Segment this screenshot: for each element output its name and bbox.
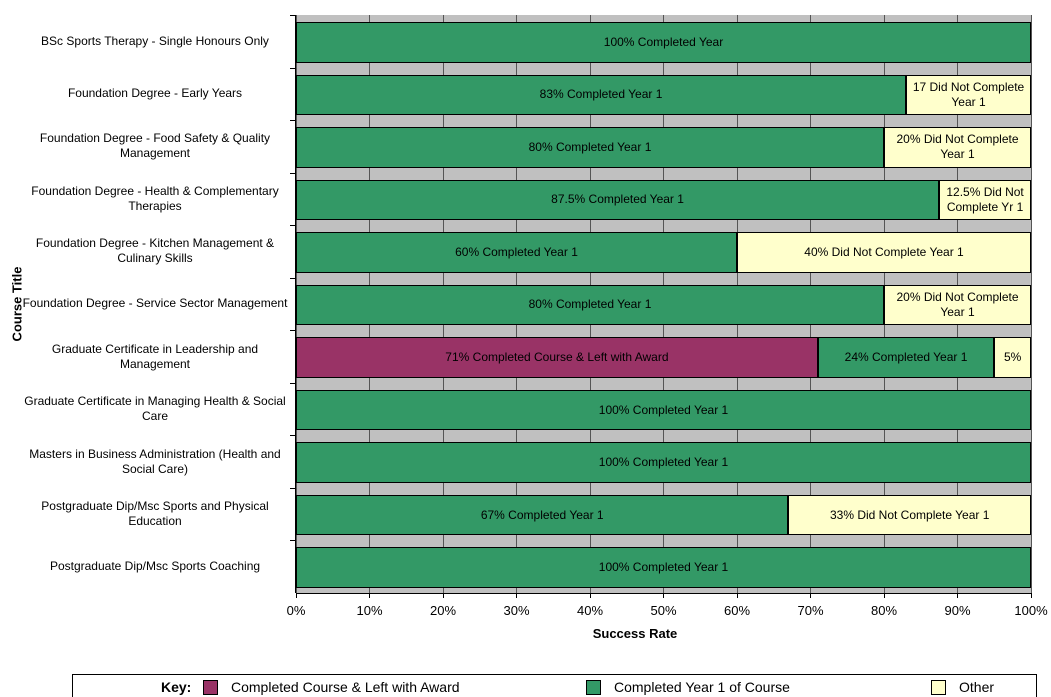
bar-segment: 87.5% Completed Year 1 <box>296 179 940 221</box>
x-tick-mark <box>516 593 517 598</box>
x-tick-label: 20% <box>429 603 457 618</box>
data-label: 20% Did Not Complete Year 1 <box>896 132 1019 162</box>
bar-segment: 100% Completed Year 1 <box>296 547 1031 588</box>
legend-swatch <box>931 680 946 695</box>
bar-segment: 67% Completed Year 1 <box>296 494 789 536</box>
data-label: 12.5% Did Not Complete Yr 1 <box>946 184 1024 214</box>
y-tick-label: Graduate Certificate in Managing Health … <box>24 394 286 424</box>
legend-swatch <box>586 680 601 695</box>
x-axis-title: Success Rate <box>592 626 678 641</box>
bar-segment: 83% Completed Year 1 <box>296 74 907 116</box>
y-tick-mark <box>290 225 296 227</box>
y-tick-mark <box>290 435 296 437</box>
y-tick-mark <box>290 15 296 16</box>
data-label: 33% Did Not Complete Year 1 <box>829 507 990 522</box>
legend-label: Completed Year 1 of Course <box>614 679 790 695</box>
bar-segment: 100% Completed Year <box>296 22 1031 63</box>
y-tick-label: Foundation Degree - Health & Complementa… <box>31 183 279 213</box>
bar-segment: 40% Did Not Complete Year 1 <box>737 232 1031 273</box>
data-label: 40% Did Not Complete Year 1 <box>804 244 964 259</box>
x-tick-label: 50% <box>650 603 677 618</box>
y-tick-label: Postgraduate Dip/Msc Sports Coaching <box>49 559 261 574</box>
data-label: 100% Completed Year 1 <box>598 560 729 575</box>
data-label: 80% Completed Year 1 <box>528 139 652 154</box>
x-tick-label: 100% <box>1014 603 1048 618</box>
bar-segment: 20% Did Not Complete Year 1 <box>884 284 1031 326</box>
y-tick-label: Foundation Degree - Service Sector Manag… <box>22 296 288 311</box>
y-tick-mark <box>290 540 296 542</box>
legend: Key: Completed Course & Left with Award C… <box>72 674 1037 697</box>
bar-segment: 100% Completed Year 1 <box>296 389 1031 431</box>
x-tick-mark <box>589 593 591 598</box>
x-tick-label: 70% <box>797 603 824 618</box>
bar-segment: 100% Completed Year 1 <box>296 442 1031 483</box>
data-label: 60% Completed Year 1 <box>455 244 578 259</box>
x-tick-mark <box>663 593 664 598</box>
grid-line <box>1030 15 1032 593</box>
y-tick-label: Foundation Degree - Food Safety & Qualit… <box>39 131 271 161</box>
data-label: 100% Completed Year 1 <box>598 402 729 417</box>
legend-title: Key: <box>161 679 192 695</box>
x-tick-label: 40% <box>576 603 604 618</box>
data-label: 100% Completed Year 1 <box>598 455 729 470</box>
x-tick-mark <box>957 593 958 598</box>
bar-segment: 17 Did Not Complete Year 1 <box>906 74 1031 116</box>
y-tick-mark <box>290 382 296 384</box>
bar-segment: 60% Completed Year 1 <box>296 232 737 273</box>
x-tick-label: 90% <box>944 603 971 618</box>
legend-label: Completed Course & Left with Award <box>231 679 460 695</box>
bar-segment: 24% Completed Year 1 <box>817 337 995 378</box>
y-tick-label: Postgraduate Dip/Msc Sports and Physical… <box>41 499 269 529</box>
x-tick-mark <box>736 593 738 598</box>
bar-segment: 5% <box>994 337 1031 378</box>
legend-label: Other <box>959 679 995 695</box>
y-tick-mark <box>290 172 296 174</box>
data-label: 83% Completed Year 1 <box>539 87 663 102</box>
x-tick-label: 30% <box>503 603 530 618</box>
data-label: 67% Completed Year 1 <box>480 507 604 522</box>
bar-segment: 33% Did Not Complete Year 1 <box>788 494 1031 536</box>
x-tick-mark <box>810 593 811 598</box>
data-label: 5% <box>1003 350 1022 365</box>
bar-segment: 80% Completed Year 1 <box>296 284 884 326</box>
data-label: 17 Did Not Complete Year 1 <box>912 79 1025 109</box>
x-tick-mark <box>883 593 885 598</box>
bar-segment: 20% Did Not Complete Year 1 <box>884 127 1031 168</box>
x-tick-label: 10% <box>356 603 383 618</box>
y-tick-mark <box>290 120 296 122</box>
y-tick-mark <box>290 67 296 69</box>
y-axis-line <box>295 15 296 593</box>
y-tick-label: BSc Sports Therapy - Single Honours Only <box>41 33 269 48</box>
y-tick-label: Graduate Certificate in Leadership and M… <box>51 341 259 371</box>
x-tick-label: 0% <box>286 603 306 618</box>
bar-segment: 12.5% Did Not Complete Yr 1 <box>939 179 1031 221</box>
y-tick-label: Masters in Business Administration (Heal… <box>29 446 281 476</box>
data-label: 80% Completed Year 1 <box>528 297 652 312</box>
y-tick-mark <box>290 487 296 489</box>
data-label: 87.5% Completed Year 1 <box>551 192 684 207</box>
x-tick-mark <box>1030 593 1032 598</box>
x-tick-label: 80% <box>870 603 898 618</box>
y-tick-mark <box>290 330 296 332</box>
legend-swatch <box>203 680 218 695</box>
y-tick-mark <box>290 277 296 279</box>
x-tick-mark <box>442 593 444 598</box>
data-label: 24% Completed Year 1 <box>844 350 968 365</box>
data-label: 20% Did Not Complete Year 1 <box>896 289 1019 319</box>
bar-segment: 80% Completed Year 1 <box>296 127 884 168</box>
bar-segment: 71% Completed Course & Left with Award <box>296 337 818 378</box>
x-axis-line <box>296 593 1031 594</box>
data-label: 71% Completed Course & Left with Award <box>445 350 669 365</box>
x-tick-label: 60% <box>723 603 751 618</box>
x-tick-mark <box>369 593 370 598</box>
y-tick-label: Foundation Degree - Early Years <box>67 86 243 101</box>
y-tick-label: Foundation Degree - Kitchen Management &… <box>35 236 275 266</box>
x-tick-mark <box>295 593 297 598</box>
data-label: 100% Completed Year <box>603 34 724 49</box>
